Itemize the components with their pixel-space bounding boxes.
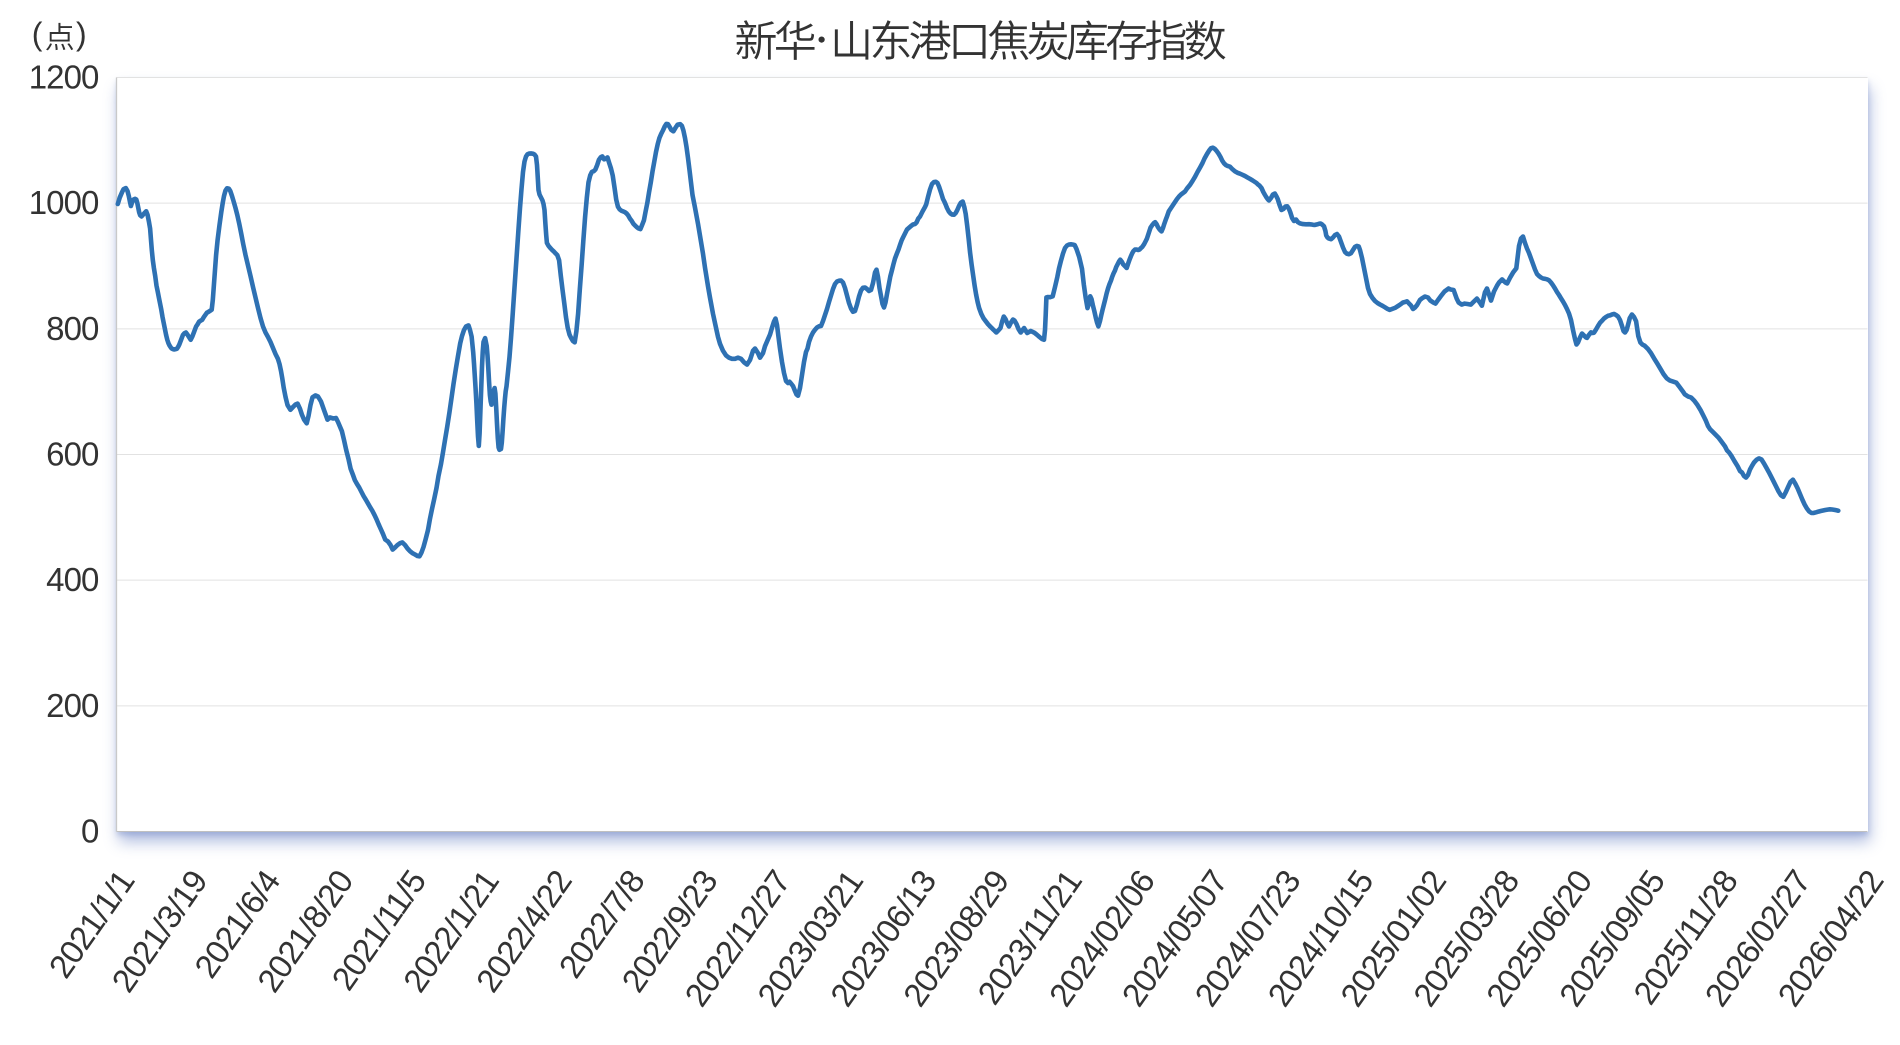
svg-text:800: 800 <box>46 310 99 347</box>
svg-text:600: 600 <box>46 436 99 473</box>
svg-text:): ) <box>76 16 87 52</box>
svg-text:(: ( <box>32 16 43 52</box>
svg-text:400: 400 <box>46 561 99 598</box>
svg-text:0: 0 <box>81 813 99 850</box>
svg-text:1000: 1000 <box>29 184 99 221</box>
svg-text:1200: 1200 <box>29 59 99 96</box>
svg-text:200: 200 <box>46 687 99 724</box>
